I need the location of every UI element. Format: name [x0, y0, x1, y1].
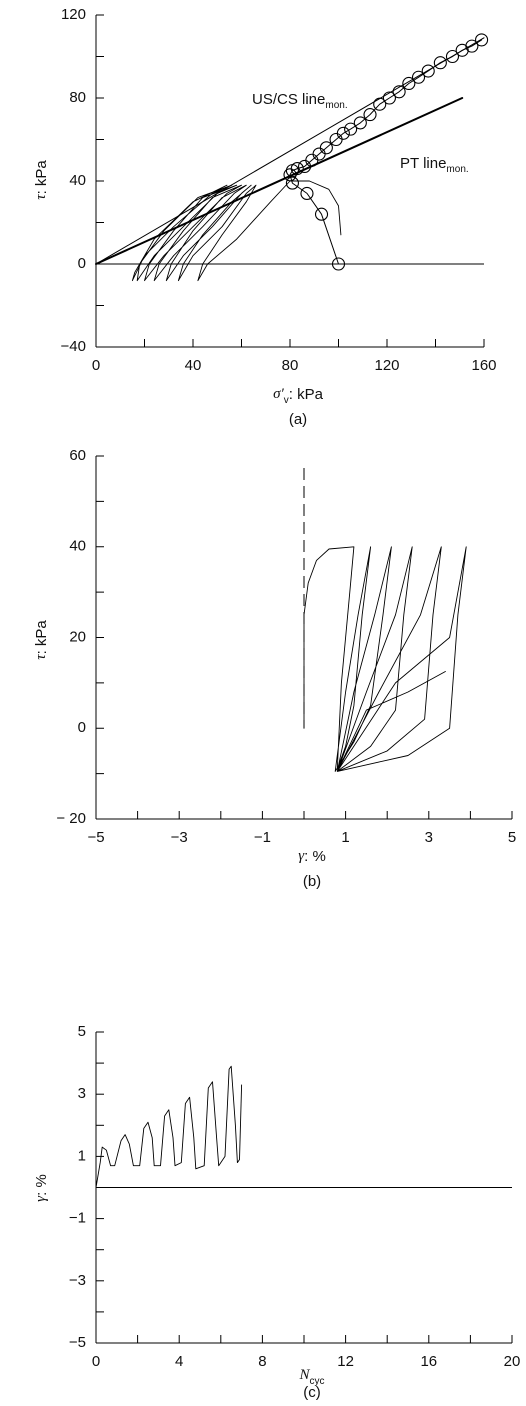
caption: (a) [289, 411, 307, 428]
annotation: PT linemon. [400, 155, 469, 175]
data-point [336, 126, 350, 140]
y-axis-label-rest: : % [33, 1174, 50, 1196]
data-line [95, 37, 485, 265]
annotation-sub: mon. [446, 164, 468, 175]
y-tick-label: −5 [69, 1334, 86, 1351]
y-axis-label: τ: kPa [33, 160, 50, 200]
data-point [411, 70, 426, 84]
data-point [475, 33, 489, 47]
data-point [363, 108, 377, 122]
x-tick-label: 80 [282, 357, 299, 374]
x-axis-label-sub: cyc [310, 1376, 325, 1387]
y-tick-label: 60 [69, 447, 86, 464]
y-tick-label: 1 [78, 1147, 86, 1164]
chart: 0 4 8 12 16 20 −5 −3 −1 1 3 5 (c) [69, 1023, 520, 1401]
y-tick-label: 120 [61, 6, 86, 23]
annotation-text: US/CS line [252, 91, 325, 108]
y-axis-label-main: τ [33, 654, 49, 660]
x-tick-label: 120 [374, 357, 399, 374]
annotation-sub: mon. [325, 100, 347, 111]
annotation-text: PT line [400, 155, 446, 172]
y-tick-label: 0 [78, 719, 86, 736]
x-tick-label: 16 [420, 1353, 437, 1370]
data-point [421, 64, 435, 78]
x-axis-label-rest: : kPa [289, 386, 324, 403]
y-tick-label: −3 [69, 1272, 86, 1289]
x-tick-label: 40 [185, 357, 202, 374]
y-axis-label-main: τ [33, 194, 49, 200]
data-point [319, 141, 333, 155]
data-point [445, 49, 460, 64]
y-axis-label: τ: kPa [33, 620, 50, 660]
data-line [303, 546, 467, 772]
x-tick-label: 4 [175, 1353, 183, 1370]
y-axis-label-main: γ [33, 1195, 49, 1202]
x-axis-label-main: N [298, 1367, 310, 1383]
y-tick-label: 40 [69, 172, 86, 189]
x-axis-label: σ′v: kPa [273, 386, 324, 406]
data-line [95, 1065, 243, 1188]
x-tick-label: −3 [171, 829, 188, 846]
x-tick-label: 0 [92, 1353, 100, 1370]
y-tick-label: −40 [61, 338, 86, 355]
caption: (b) [303, 873, 321, 890]
y-axis-label: γ: % [33, 1174, 50, 1202]
data-point [433, 56, 447, 70]
x-axis-label-main: γ [298, 848, 305, 864]
x-tick-label: 1 [341, 829, 349, 846]
x-tick-label: 160 [471, 357, 496, 374]
y-tick-label: 20 [69, 628, 86, 645]
annotation: US/CS linemon. [252, 91, 348, 111]
y-tick-label: 80 [69, 89, 86, 106]
data-line [131, 180, 342, 282]
x-axis-label-rest: : % [304, 848, 326, 865]
y-tick-label: 5 [78, 1023, 86, 1040]
y-axis-label-rest: : kPa [33, 160, 50, 195]
x-tick-label: 5 [508, 829, 516, 846]
data-point [402, 76, 416, 91]
chart: −5 −3 −1 1 3 5 − 20 0 20 40 60 (b) [56, 447, 516, 890]
data-line [289, 39, 483, 265]
x-tick-label: −1 [254, 829, 271, 846]
x-tick-label: 20 [504, 1353, 521, 1370]
x-tick-label: −5 [87, 829, 104, 846]
y-tick-label: 40 [69, 538, 86, 555]
x-tick-label: 8 [258, 1353, 266, 1370]
data-point [300, 186, 314, 200]
x-tick-label: 0 [92, 357, 100, 374]
data-point [314, 207, 329, 221]
y-tick-label: −1 [69, 1210, 86, 1227]
data-point [290, 162, 304, 176]
y-tick-label: 3 [78, 1085, 86, 1102]
data-point [382, 91, 396, 105]
data-point [465, 39, 479, 53]
x-axis-label-sub: v [284, 395, 289, 406]
data-point [353, 116, 367, 130]
x-axis-label: Ncyc [298, 1367, 324, 1386]
y-tick-label: − 20 [56, 810, 86, 827]
x-axis-label-main: σ′ [273, 386, 284, 402]
data-point [344, 122, 358, 136]
data-line [95, 97, 464, 265]
data-point [331, 257, 346, 271]
x-tick-label: 12 [337, 1353, 354, 1370]
chart: 0 40 80 120 160 −40 0 40 80 120 (a) [61, 6, 497, 428]
data-point [392, 85, 406, 99]
y-axis-label-rest: : kPa [33, 620, 50, 655]
caption: (c) [303, 1384, 321, 1401]
x-tick-label: 3 [425, 829, 433, 846]
x-axis-label: γ: % [298, 848, 326, 865]
data-point [373, 97, 387, 111]
y-tick-label: 0 [78, 255, 86, 272]
